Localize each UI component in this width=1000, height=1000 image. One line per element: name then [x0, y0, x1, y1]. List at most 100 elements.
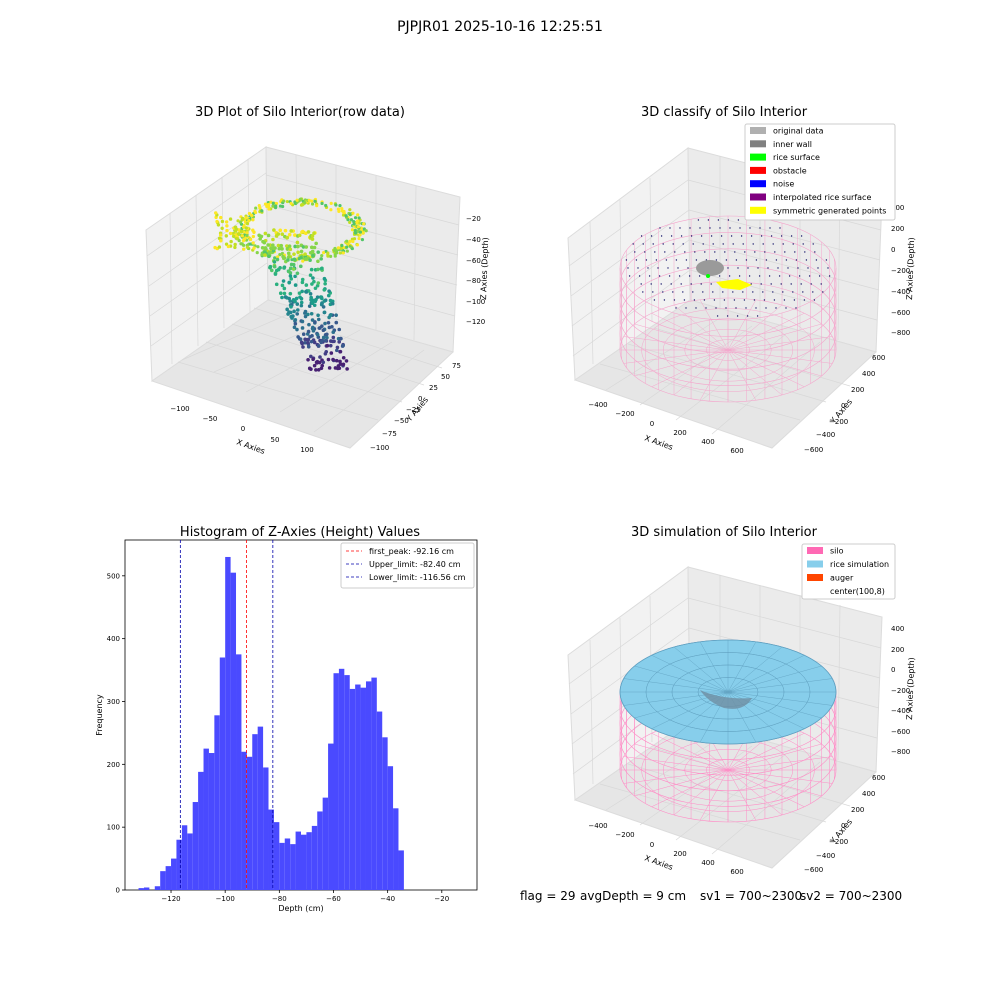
classify-silo-spoke — [727, 349, 757, 401]
raw-grid-line — [221, 176, 225, 329]
raw-scatter-point — [299, 300, 304, 305]
figure-suptitle: PJPJR01 2025-10-16 12:25:51 — [397, 19, 603, 35]
raw-scatter-point — [326, 321, 331, 325]
raw-scatter-point — [288, 266, 293, 271]
classify-noise-point — [800, 283, 802, 285]
classify-noise-point — [664, 251, 666, 253]
raw-scatter-point — [280, 232, 285, 236]
raw-scatter-point — [309, 311, 314, 316]
classify-silo-spoke — [673, 304, 729, 351]
raw-scatter-point — [300, 289, 304, 294]
raw-scatter-point — [312, 363, 317, 368]
raw-scatter-point — [362, 222, 366, 226]
classify-noise-point — [778, 275, 781, 277]
simulation-floor-pane — [573, 719, 877, 869]
raw-scatter-point — [226, 244, 231, 249]
raw-scatter-point — [214, 211, 218, 215]
simulation-mesh-spoke — [727, 665, 822, 693]
raw-scatter-point — [295, 308, 300, 312]
histogram-bar — [143, 887, 150, 890]
raw-scatter-point — [357, 236, 361, 241]
raw-scatter-point — [263, 246, 268, 250]
raw-scatter-point — [306, 329, 311, 334]
raw-scatter-point — [324, 203, 328, 208]
histogram-bar — [360, 687, 366, 890]
raw-scatter-point — [340, 243, 344, 248]
raw-y-tick-label: −100 — [370, 444, 389, 452]
simulation-x-tick-label: −400 — [588, 822, 607, 830]
raw-scatter-point — [299, 296, 304, 301]
raw-scatter-point — [307, 304, 312, 308]
classify-noise-point — [702, 291, 704, 293]
histogram-bar — [230, 572, 237, 890]
classify-silo-floor-ring — [684, 328, 772, 372]
histogram-bar — [376, 711, 383, 890]
classify-noise-point — [683, 299, 686, 301]
raw-scatter-point — [295, 198, 299, 202]
histogram-y-tick-label: 300 — [107, 698, 120, 706]
raw-scatter-point — [310, 326, 315, 331]
classify-noise-point — [723, 299, 726, 301]
classify-noise-point — [793, 299, 796, 301]
classify-noise-point — [655, 259, 658, 261]
simulation-y-tick-label: −200 — [829, 838, 848, 846]
raw-scatter-point — [300, 277, 305, 282]
classify-grid-line — [688, 209, 881, 261]
footer-sv1: sv1 = 700~2300 — [700, 889, 803, 903]
classify-noise-point — [635, 259, 638, 261]
classify-noise-point — [728, 275, 731, 277]
raw-scatter-point — [296, 335, 300, 339]
raw-scatter-point — [315, 203, 319, 208]
histogram-bar — [160, 871, 166, 890]
raw-scatter-point — [301, 345, 305, 349]
classify-noise-point — [812, 291, 814, 293]
raw-scatter-point — [350, 228, 355, 232]
histogram-bar — [328, 743, 334, 890]
raw-scatter-point — [281, 254, 285, 259]
raw-scatter-point — [265, 203, 269, 207]
raw-scatter-point — [316, 367, 321, 372]
raw-scatter-point — [316, 281, 321, 285]
raw-scatter-point — [219, 215, 223, 220]
footer-avg-depth: avgDepth = 9 cm — [580, 889, 687, 903]
classify-noise-point — [745, 259, 748, 261]
classify-noise-point — [788, 275, 791, 277]
raw-scatter-point — [337, 327, 342, 332]
raw-scatter-point — [323, 281, 327, 286]
simulation-mesh-spoke — [651, 655, 729, 693]
classify-noise-point — [707, 219, 710, 221]
histogram-bar — [208, 753, 215, 890]
classify-noise-point — [672, 291, 674, 293]
classify-y-tick-label: −200 — [829, 418, 848, 426]
raw-scatter-point — [293, 299, 297, 304]
simulation-silo-spoke — [634, 769, 729, 797]
classify-noise-point — [773, 299, 776, 301]
classify-silo-spoke — [623, 349, 729, 364]
raw-scatter-point — [233, 245, 237, 250]
raw-scatter-point — [251, 217, 255, 222]
classify-noise-point — [807, 267, 809, 269]
classify-noise-point — [775, 259, 778, 261]
raw-scatter-point — [306, 341, 310, 345]
raw-scatter-point — [275, 257, 280, 262]
classify-silo-spoke — [727, 349, 783, 396]
classify-noise-point — [787, 267, 789, 269]
classify-noise-point — [712, 243, 714, 245]
histogram-bar — [393, 808, 399, 890]
raw-grid-line — [253, 307, 443, 369]
classify-noise-point — [680, 283, 682, 285]
classify-legend-label: rice surface — [773, 153, 820, 162]
classify-grid-line — [627, 343, 827, 403]
raw-z-tick-label: −20 — [466, 215, 481, 223]
raw-scatter-point — [338, 359, 342, 364]
classify-noise-point — [754, 251, 756, 253]
raw-scatter-point — [289, 314, 294, 319]
classify-y-tick-label: 400 — [862, 370, 875, 378]
raw-scatter-point — [279, 243, 284, 248]
raw-scatter-point — [300, 326, 305, 330]
classify-tick-labels: −400 −200 0 200 400 600 600 400 200 0 −200 −400 −600… — [588, 204, 910, 455]
simulation-mesh-spoke — [673, 646, 729, 693]
raw-scatter-point — [244, 226, 248, 230]
classify-noise-point — [795, 307, 797, 309]
